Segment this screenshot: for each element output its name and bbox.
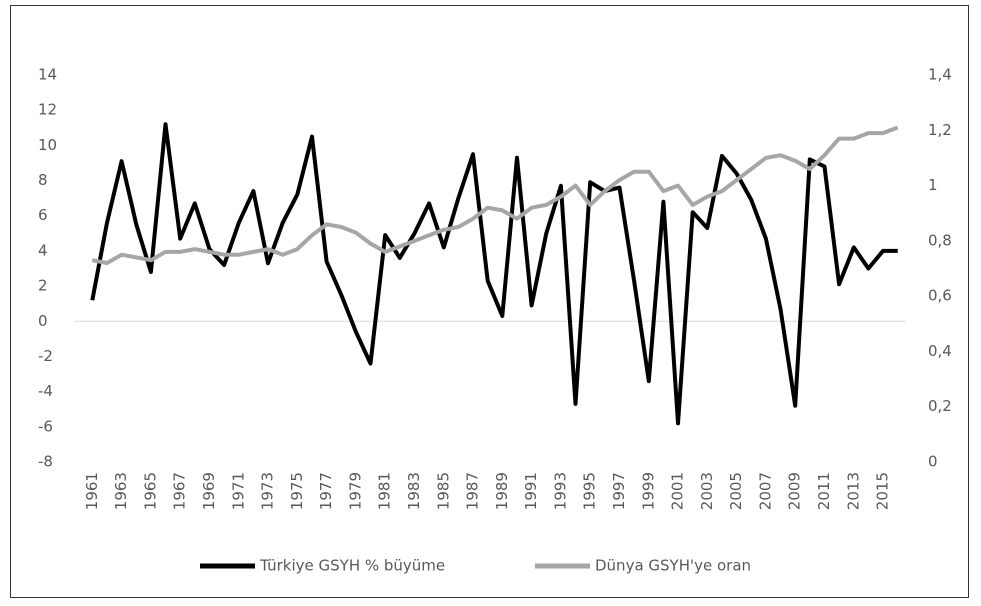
- x-tick-label: 1989: [493, 472, 511, 510]
- y-tick-label: 14: [38, 66, 57, 84]
- x-tick-label: 1967: [171, 472, 189, 510]
- y2-tick-label: 0,8: [928, 231, 952, 249]
- x-tick-label: 1999: [639, 472, 657, 510]
- legend-label: Türkiye GSYH % büyüme: [259, 557, 445, 575]
- y2-tick-label: 0,4: [928, 342, 952, 360]
- y-tick-label: 4: [38, 241, 48, 259]
- x-tick-label: 1971: [229, 472, 247, 510]
- x-tick-label: 1965: [141, 472, 159, 510]
- x-tick-label: 1961: [83, 472, 101, 510]
- x-tick-label: 1981: [376, 472, 394, 510]
- x-tick-label: 1987: [464, 472, 482, 510]
- x-tick-label: 2005: [727, 472, 745, 510]
- y-tick-label: 6: [38, 206, 48, 224]
- y-tick-label: 12: [38, 101, 57, 119]
- y-tick-label: -2: [38, 347, 53, 365]
- x-tick-label: 1969: [200, 472, 218, 510]
- x-tick-label: 2011: [815, 472, 833, 510]
- x-tick-label: 2015: [874, 472, 892, 510]
- y-tick-label: -8: [38, 453, 53, 471]
- y2-tick-label: 1: [928, 176, 938, 194]
- y2-tick-label: 0,6: [928, 287, 952, 305]
- x-tick-label: 1985: [434, 472, 452, 510]
- x-tick-label: 1979: [346, 472, 364, 510]
- x-tick-label: 1963: [112, 472, 130, 510]
- x-tick-label: 2001: [669, 472, 687, 510]
- x-tick-label: 2007: [756, 472, 774, 510]
- x-tick-label: 1995: [581, 472, 599, 510]
- y2-tick-label: 0: [928, 453, 938, 471]
- x-tick-label: 2013: [844, 472, 862, 510]
- x-tick-label: 1973: [259, 472, 277, 510]
- y-tick-label: 0: [38, 312, 48, 330]
- chart-border: [10, 5, 969, 598]
- series-line: [91, 125, 899, 265]
- y-tick-label: 10: [38, 136, 57, 154]
- series-line: [90, 122, 898, 426]
- legend-label: Dünya GSYH'ye oran: [595, 557, 751, 575]
- x-tick-label: 2003: [698, 472, 716, 510]
- x-tick-label: 1983: [405, 472, 423, 510]
- x-tick-label: 1991: [522, 472, 540, 510]
- x-tick-label: 2009: [786, 472, 804, 510]
- y2-tick-label: 0,2: [928, 397, 952, 415]
- y-tick-label: 2: [38, 277, 48, 295]
- x-tick-label: 1993: [551, 472, 569, 510]
- x-tick-label: 1977: [317, 472, 335, 510]
- x-tick-label: 1975: [288, 472, 306, 510]
- y2-tick-label: 1,4: [928, 66, 952, 84]
- x-tick-label: 1997: [610, 472, 628, 510]
- y-tick-label: -4: [38, 382, 53, 400]
- y-tick-label: 8: [38, 171, 48, 189]
- y-tick-label: -6: [38, 417, 53, 435]
- y2-tick-label: 1,2: [928, 121, 952, 139]
